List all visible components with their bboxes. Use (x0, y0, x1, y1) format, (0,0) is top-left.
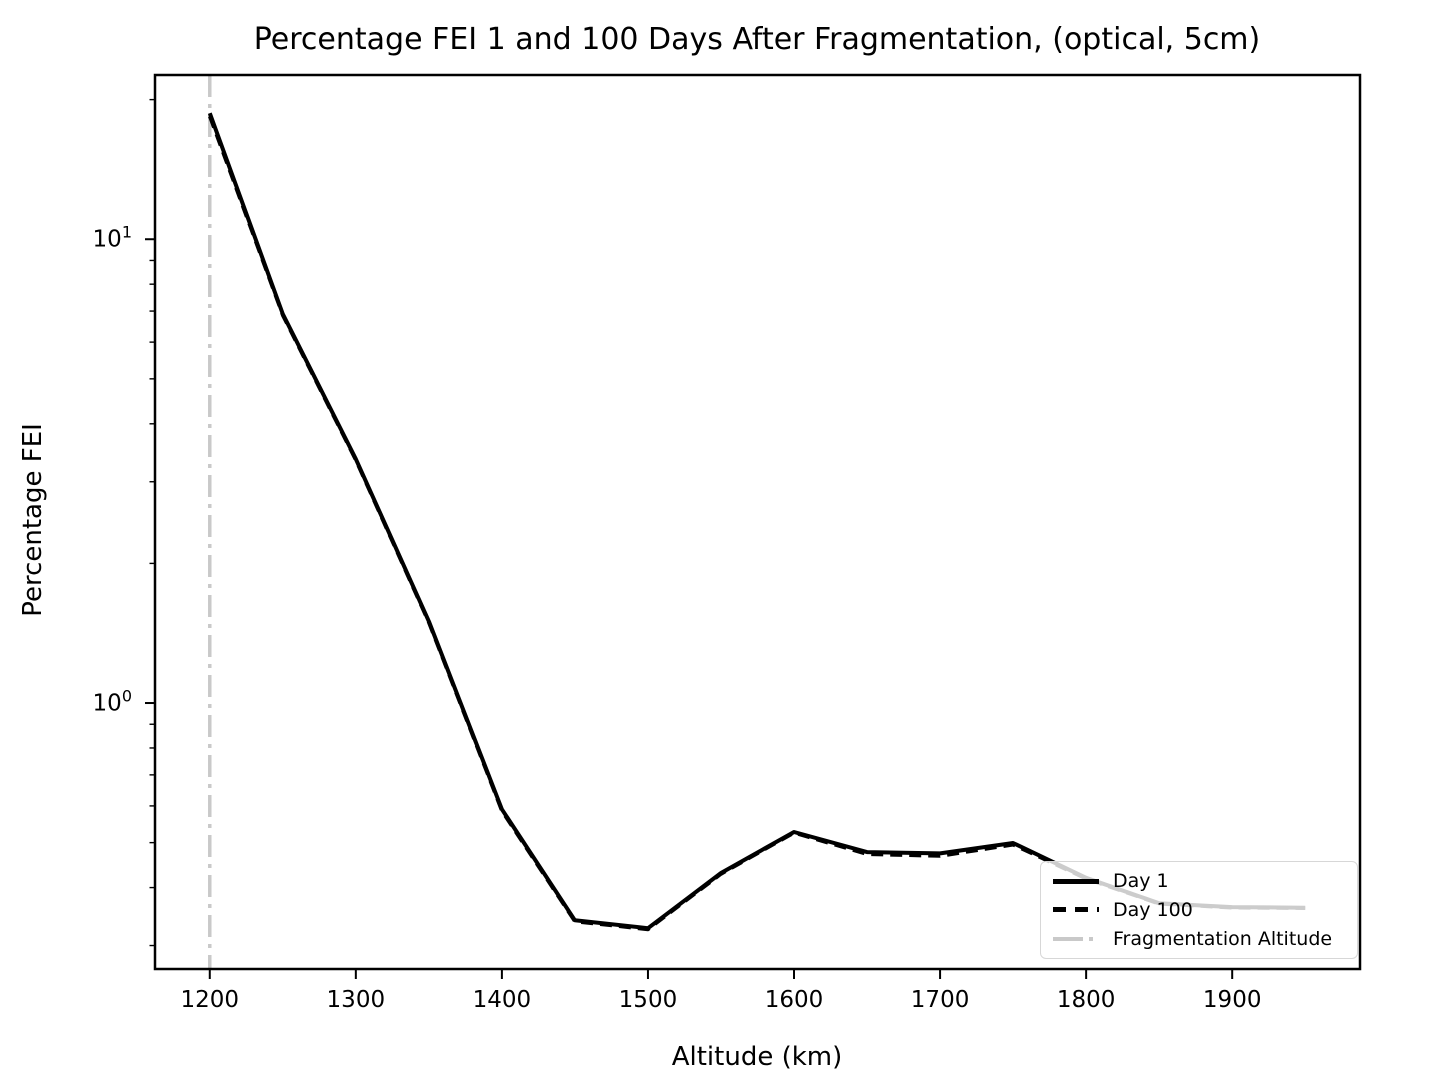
legend-item-fragmentation-altitude: Fragmentation Altitude (1053, 925, 1345, 953)
x-tick-label: 1400 (473, 987, 532, 1013)
dashdot-line-swatch (1053, 936, 1099, 941)
x-tick-label: 1300 (327, 987, 386, 1013)
day100-line (208, 115, 1306, 932)
x-axis-label: Altitude (km) (671, 1042, 843, 1072)
y-tick-label-10: 101 (92, 222, 132, 253)
y-axis-label: Percentage FEI (18, 423, 48, 617)
x-tick-label: 1800 (1057, 987, 1116, 1013)
legend-item-day100: Day 100 (1053, 896, 1345, 924)
legend-item-day1: Day 1 (1053, 867, 1345, 895)
legend-label: Day 100 (1113, 898, 1193, 921)
y-tick-label-1: 100 (92, 686, 132, 717)
solid-line-swatch (1053, 878, 1099, 884)
x-tick-label: 1600 (765, 987, 824, 1013)
x-tick-label: 1200 (180, 987, 239, 1013)
x-tick-label: 1900 (1203, 987, 1262, 1013)
legend-label: Fragmentation Altitude (1113, 927, 1333, 950)
chart-title: Percentage FEI 1 and 100 Days After Frag… (253, 22, 1261, 57)
dashed-line-swatch (1053, 907, 1099, 913)
plot-border (153, 73, 1362, 971)
x-tick-label: 1700 (911, 987, 970, 1013)
legend: Day 1 Day 100 Fragmentation Altitude (1040, 861, 1358, 959)
day1-line (207, 112, 1306, 931)
x-tick-label: 1500 (619, 987, 678, 1013)
legend-label: Day 1 (1113, 870, 1169, 893)
